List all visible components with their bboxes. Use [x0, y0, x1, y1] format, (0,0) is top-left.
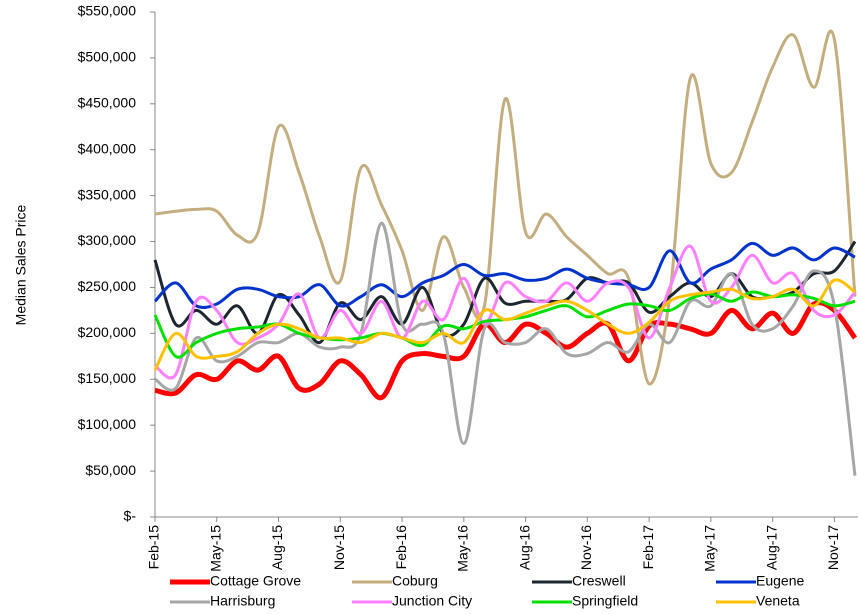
- x-tick-label: May-16: [455, 525, 471, 572]
- series-line: [154, 29, 857, 386]
- legend-label: Coburg: [392, 573, 438, 589]
- y-tick-label: $250,000: [78, 278, 137, 294]
- y-tick-label: $100,000: [78, 416, 137, 432]
- x-tick-label: Nov-15: [331, 525, 347, 570]
- legend-label: Harrisburg: [210, 593, 275, 609]
- series-line: [154, 221, 857, 476]
- x-tick-label: May-15: [207, 525, 223, 572]
- legend-label: Springfield: [572, 593, 638, 609]
- y-tick-label: $350,000: [78, 186, 137, 202]
- x-tick-label: Feb-16: [393, 525, 409, 570]
- x-tick-label: Nov-17: [825, 525, 841, 570]
- x-tick-label: May-17: [702, 525, 718, 572]
- series-line: [153, 278, 856, 371]
- x-tick-label: Aug-15: [269, 525, 285, 570]
- legend-label: Junction City: [392, 593, 472, 609]
- y-axis-title: Median Sales Price: [13, 204, 29, 325]
- y-tick-label: $550,000: [78, 3, 137, 19]
- y-tick-label: $300,000: [78, 232, 137, 248]
- series-line: [153, 241, 856, 310]
- y-tick-label: $200,000: [78, 324, 137, 340]
- x-tick-label: Feb-17: [640, 525, 656, 570]
- y-tick-label: $500,000: [78, 49, 137, 65]
- y-tick-label: $150,000: [78, 370, 137, 386]
- x-tick-label: Aug-17: [763, 525, 779, 570]
- y-tick-label: $-: [124, 508, 137, 524]
- legend-label: Cottage Grove: [210, 573, 301, 589]
- x-tick-label: Aug-16: [516, 525, 532, 570]
- y-tick-label: $400,000: [78, 140, 137, 156]
- legend-label: Eugene: [756, 573, 804, 589]
- x-tick-label: Nov-16: [578, 525, 594, 570]
- y-tick-label: $50,000: [85, 462, 136, 478]
- x-tick-label: Feb-15: [146, 525, 162, 570]
- legend-label: Creswell: [572, 573, 626, 589]
- series-line: [154, 244, 857, 380]
- legend-label: Veneta: [756, 593, 800, 609]
- y-tick-label: $450,000: [78, 95, 137, 111]
